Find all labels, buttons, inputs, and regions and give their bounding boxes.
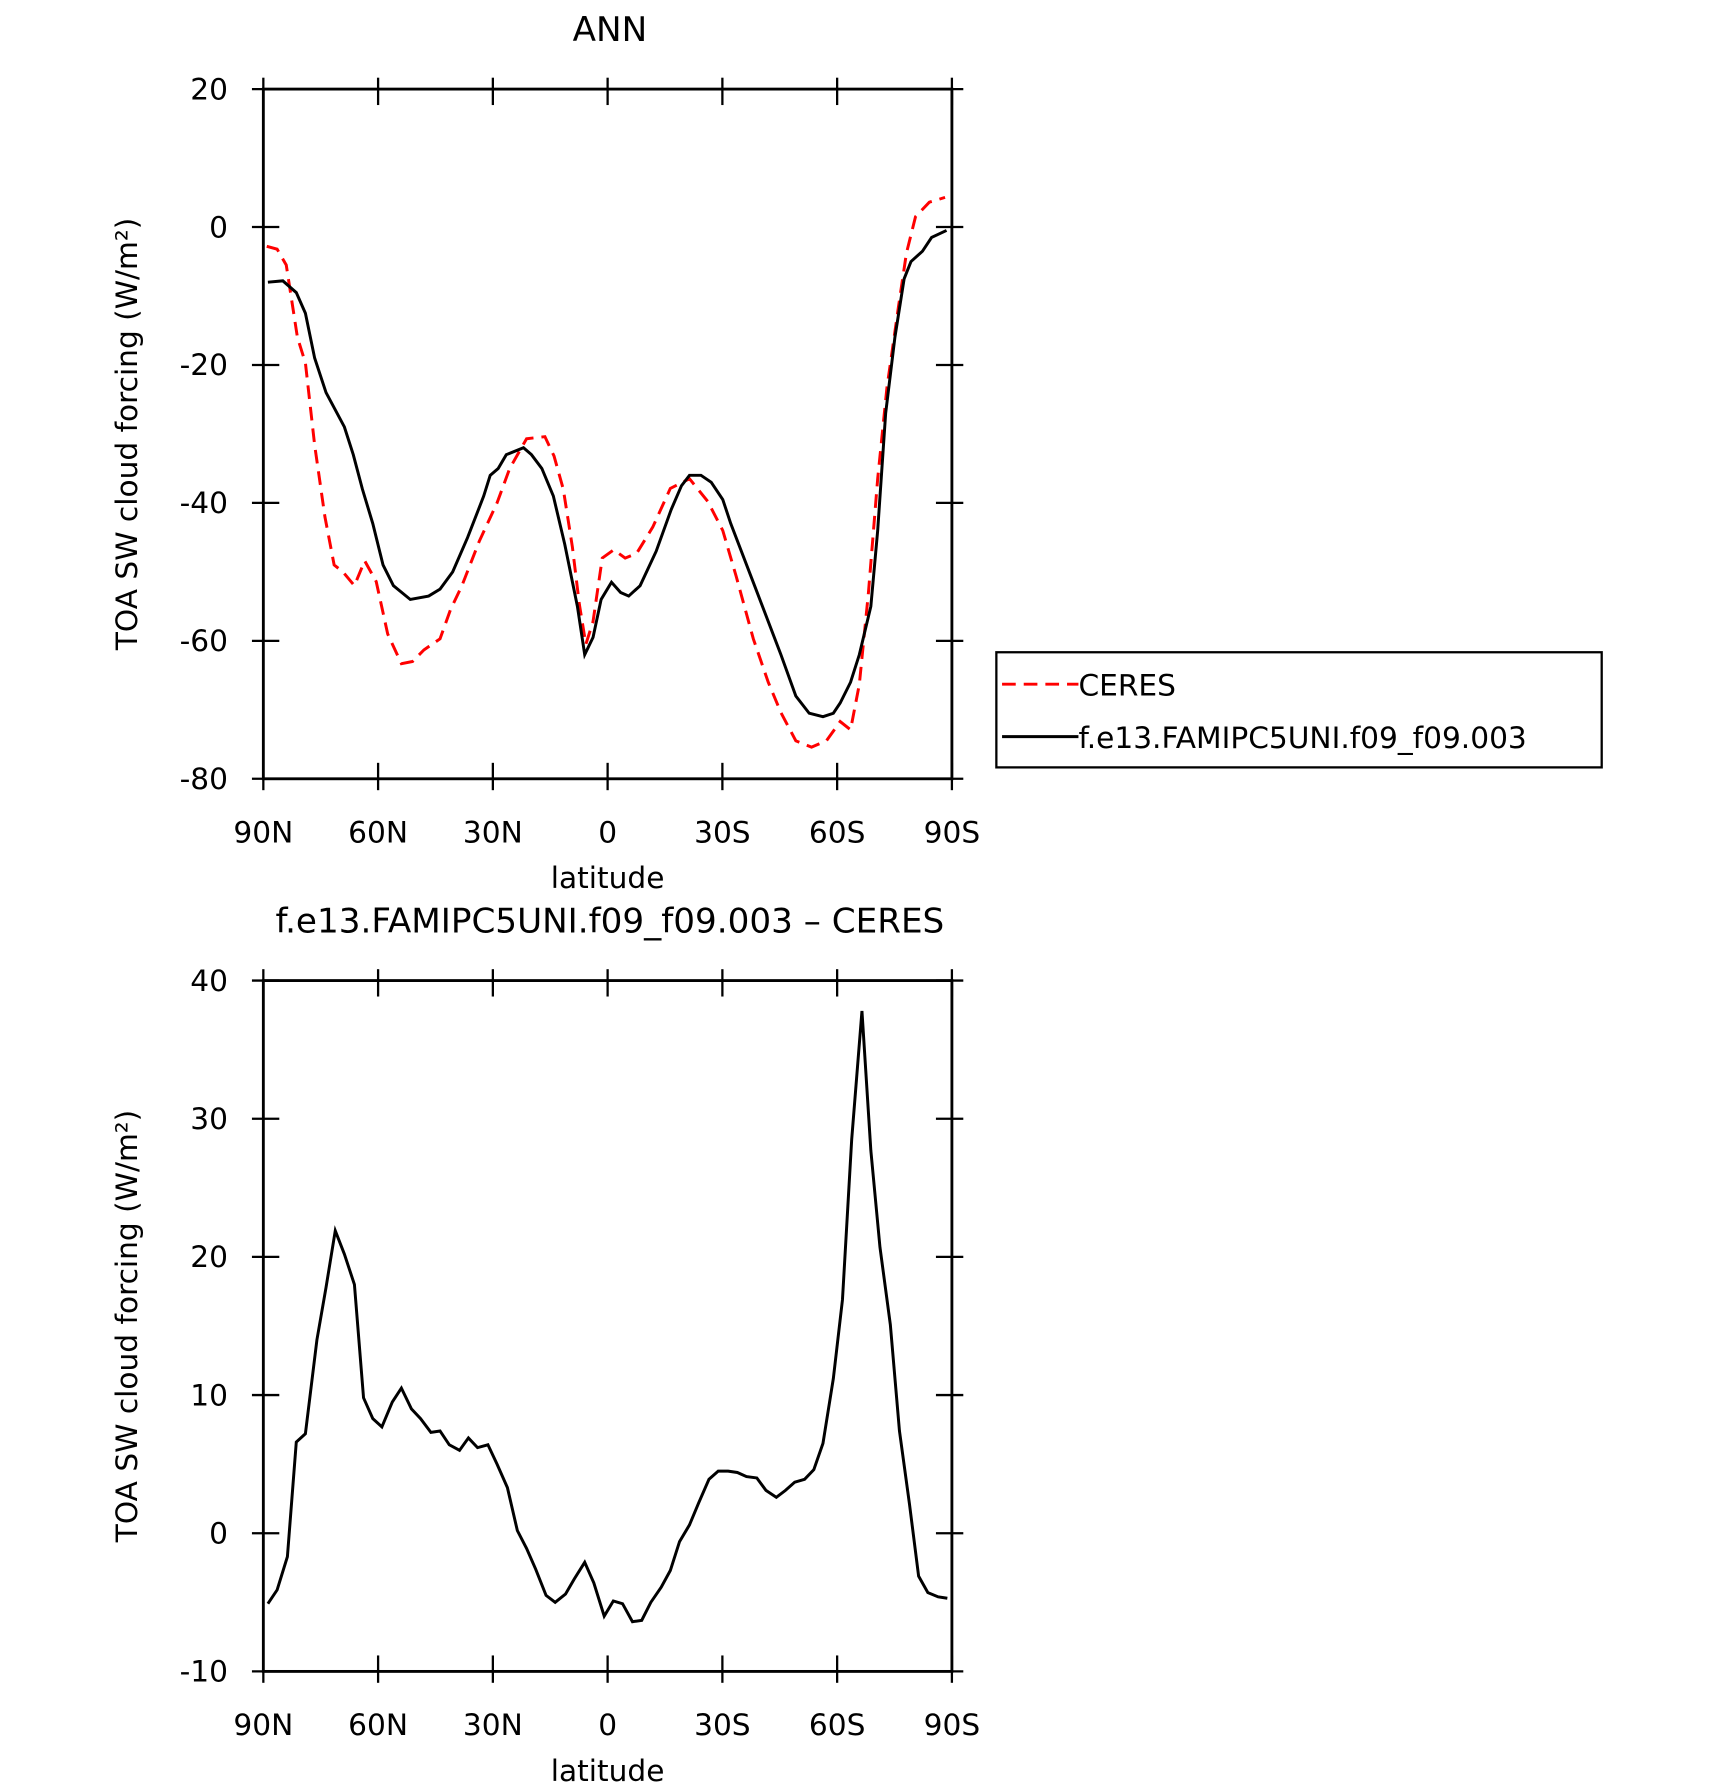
y-tick-label: -20 — [180, 347, 228, 382]
y-tick-label: -80 — [180, 761, 228, 796]
x-tick-label: 90S — [924, 1707, 981, 1742]
x-tick-label: 90N — [233, 815, 293, 850]
series-line — [266, 1010, 948, 1624]
x-tick-label: 90N — [233, 1707, 293, 1742]
chart-title: ANN — [573, 10, 648, 50]
x-tick-label: 60N — [348, 815, 408, 850]
chart-title: f.e13.FAMIPC5UNI.f09_f09.003 – CERES — [276, 902, 945, 942]
legend-label: CERES — [1078, 668, 1176, 703]
plot-frame — [261, 87, 954, 781]
legend-label: f.e13.FAMIPC5UNI.f09_f09.003 — [1078, 720, 1526, 755]
x-tick-label: 30S — [694, 815, 751, 850]
y-tick-label: 20 — [190, 1239, 228, 1274]
y-tick-label: 0 — [209, 209, 228, 244]
y-tick-label: -60 — [180, 623, 228, 658]
x-tick-label: 30N — [463, 1707, 523, 1742]
x-tick-label: 30N — [463, 815, 523, 850]
x-tick-label: 60N — [348, 1707, 408, 1742]
x-tick-label: 60S — [809, 815, 866, 850]
y-tick-label: 20 — [190, 71, 228, 106]
legend-box — [995, 651, 1603, 769]
y-tick-label: 30 — [190, 1101, 228, 1136]
x-axis-label: latitude — [551, 1753, 665, 1788]
y-axis-label: TOA SW cloud forcing (W/m²) — [109, 218, 144, 651]
y-tick-label: 0 — [209, 1516, 228, 1551]
series-line — [266, 195, 946, 749]
x-axis-label: latitude — [551, 860, 665, 895]
x-tick-label: 0 — [598, 1707, 617, 1742]
y-axis-label: TOA SW cloud forcing (W/m²) — [109, 1110, 144, 1543]
x-tick-label: 30S — [694, 1707, 751, 1742]
plot-frame — [261, 979, 954, 1673]
x-tick-label: 90S — [924, 815, 981, 850]
x-tick-label: 60S — [809, 1707, 866, 1742]
x-tick-label: 0 — [598, 815, 617, 850]
series-line — [267, 229, 948, 719]
y-tick-label: 10 — [190, 1377, 228, 1412]
y-tick-label: 40 — [190, 963, 228, 998]
y-tick-label: -10 — [180, 1654, 228, 1689]
y-tick-label: -40 — [180, 485, 228, 520]
